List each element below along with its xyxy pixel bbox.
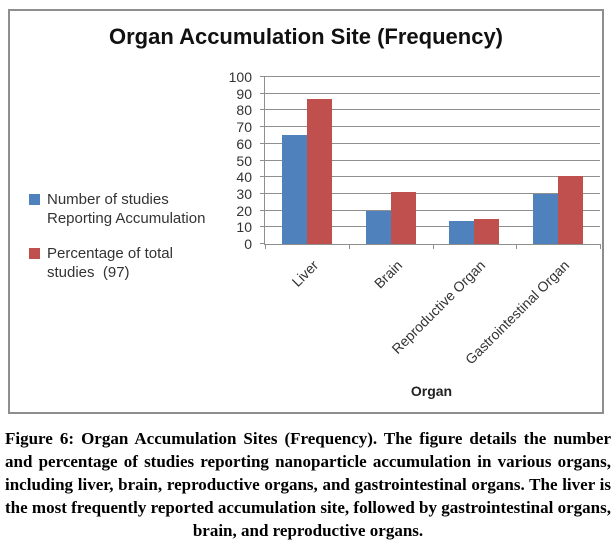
legend-label: Number of studies Reporting Accumulation (47, 191, 206, 227)
legend-swatch (29, 194, 40, 205)
y-axis-tick (260, 92, 265, 94)
y-axis-tick (260, 243, 265, 244)
y-tick-label: 100 (228, 69, 252, 85)
y-axis-tick (260, 226, 265, 228)
gridline (265, 159, 600, 161)
y-tick-label: 40 (236, 169, 252, 186)
chart-frame: Organ Accumulation Site (Frequency) 0 10 2… (8, 9, 604, 414)
bar-group (516, 77, 600, 244)
gridline (265, 226, 600, 228)
y-tick-label: 90 (236, 85, 252, 102)
y-tick-label: 80 (236, 102, 252, 119)
y-axis-tick (260, 126, 265, 128)
bar (365, 210, 391, 244)
legend: Number of studies Reporting Accumulation… (29, 190, 224, 298)
bar (281, 135, 307, 244)
legend-label: Percentage of total studies (97) (47, 245, 178, 281)
y-tick-label: 10 (236, 219, 252, 236)
chart-title: Organ Accumulation Site (Frequency) (108, 24, 504, 49)
bar (390, 192, 416, 244)
bar-group (265, 77, 349, 244)
x-axis-title: Organ (410, 383, 453, 399)
y-axis-tick (260, 192, 265, 194)
legend-item: Percentage of total studies (97) (29, 244, 224, 282)
gridline (265, 126, 600, 128)
bar (533, 193, 559, 244)
y-tick-label: 70 (236, 119, 252, 136)
bar-group (433, 77, 517, 244)
gridline (265, 176, 600, 178)
y-axis-tick (260, 209, 265, 211)
x-axis-tick (265, 244, 266, 249)
bar (558, 175, 584, 244)
y-tick-label: 0 (244, 236, 252, 252)
y-axis-tick (260, 176, 265, 178)
bar (449, 220, 475, 244)
x-axis-labels: Liver Brain Reproductive Organ Gastrointest… (264, 251, 599, 391)
x-axis-tick (600, 244, 601, 249)
y-axis-tick (260, 109, 265, 111)
gridline (265, 209, 600, 211)
figure-caption: Figure 6: Organ Accumulation Sites (Freq… (5, 429, 611, 540)
bar (306, 98, 332, 244)
x-axis-tick (432, 244, 434, 249)
bar-group (349, 77, 433, 244)
y-axis-labels: 0 10 20 30 40 50 60 70 80 90 100 (190, 70, 258, 251)
x-axis-tick (348, 244, 350, 249)
gridline (265, 92, 600, 94)
legend-swatch (29, 248, 40, 259)
gridline (265, 142, 600, 144)
y-axis-tick (260, 159, 265, 161)
legend-item: Number of studies Reporting Accumulation (29, 190, 224, 228)
plot-area (260, 76, 601, 249)
gridline (265, 76, 600, 77)
y-tick-label: 20 (236, 202, 252, 219)
y-tick-label: 30 (236, 185, 252, 202)
y-axis-tick (260, 142, 265, 144)
y-tick-label: 50 (236, 152, 252, 169)
gridline (265, 192, 600, 194)
gridline (265, 109, 600, 111)
bar (474, 218, 500, 244)
x-axis-tick (516, 244, 518, 249)
y-tick-label: 60 (236, 135, 252, 152)
y-axis-tick (260, 76, 265, 77)
